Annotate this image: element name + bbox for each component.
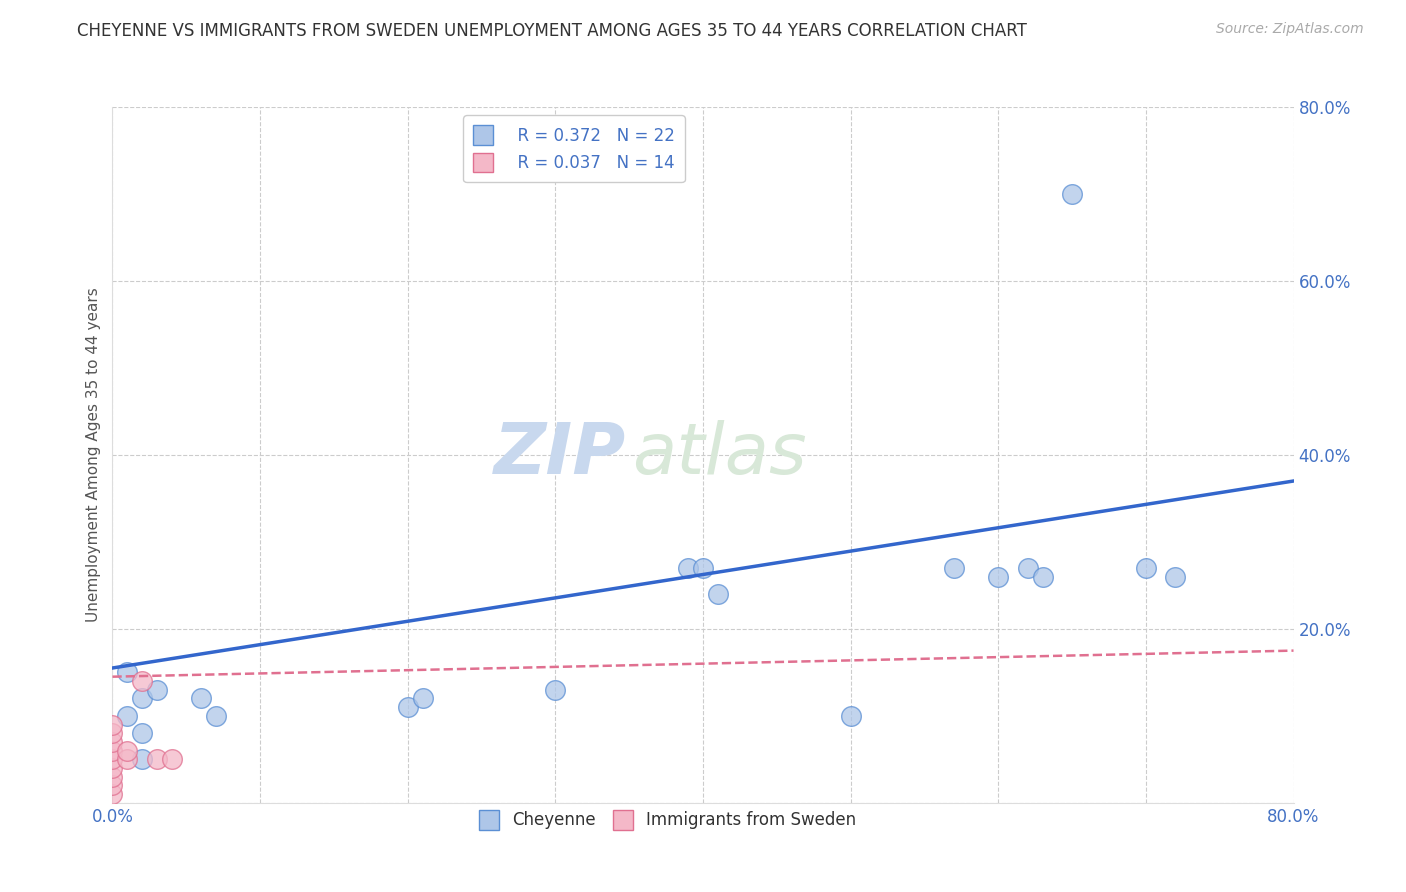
Point xyxy=(205,708,228,723)
Point xyxy=(1017,561,1039,575)
Point xyxy=(131,726,153,740)
Point xyxy=(839,708,862,723)
Point xyxy=(101,752,124,766)
Point xyxy=(101,761,124,775)
Point xyxy=(101,770,124,784)
Point xyxy=(1135,561,1157,575)
Point xyxy=(190,691,212,706)
Point xyxy=(706,587,728,601)
Legend: Cheyenne, Immigrants from Sweden: Cheyenne, Immigrants from Sweden xyxy=(472,804,863,836)
Point xyxy=(544,682,567,697)
Point xyxy=(117,744,138,758)
Point xyxy=(1062,187,1084,202)
Point xyxy=(101,744,124,758)
Point xyxy=(101,726,124,740)
Text: atlas: atlas xyxy=(633,420,807,490)
Point xyxy=(1164,570,1187,584)
Point xyxy=(1032,570,1054,584)
Point xyxy=(101,787,124,801)
Point xyxy=(117,708,138,723)
Text: Source: ZipAtlas.com: Source: ZipAtlas.com xyxy=(1216,22,1364,37)
Point xyxy=(117,752,138,766)
Point xyxy=(117,665,138,680)
Text: CHEYENNE VS IMMIGRANTS FROM SWEDEN UNEMPLOYMENT AMONG AGES 35 TO 44 YEARS CORREL: CHEYENNE VS IMMIGRANTS FROM SWEDEN UNEMP… xyxy=(77,22,1028,40)
Point xyxy=(692,561,714,575)
Point xyxy=(987,570,1010,584)
Point xyxy=(396,700,419,714)
Point xyxy=(131,674,153,689)
Point xyxy=(101,778,124,793)
Point xyxy=(160,752,183,766)
Point xyxy=(411,691,433,706)
Point xyxy=(101,717,124,731)
Point xyxy=(146,752,169,766)
Point xyxy=(678,561,700,575)
Point xyxy=(131,752,153,766)
Y-axis label: Unemployment Among Ages 35 to 44 years: Unemployment Among Ages 35 to 44 years xyxy=(86,287,101,623)
Point xyxy=(146,682,169,697)
Text: ZIP: ZIP xyxy=(494,420,626,490)
Point xyxy=(101,735,124,749)
Point xyxy=(131,691,153,706)
Point xyxy=(942,561,965,575)
